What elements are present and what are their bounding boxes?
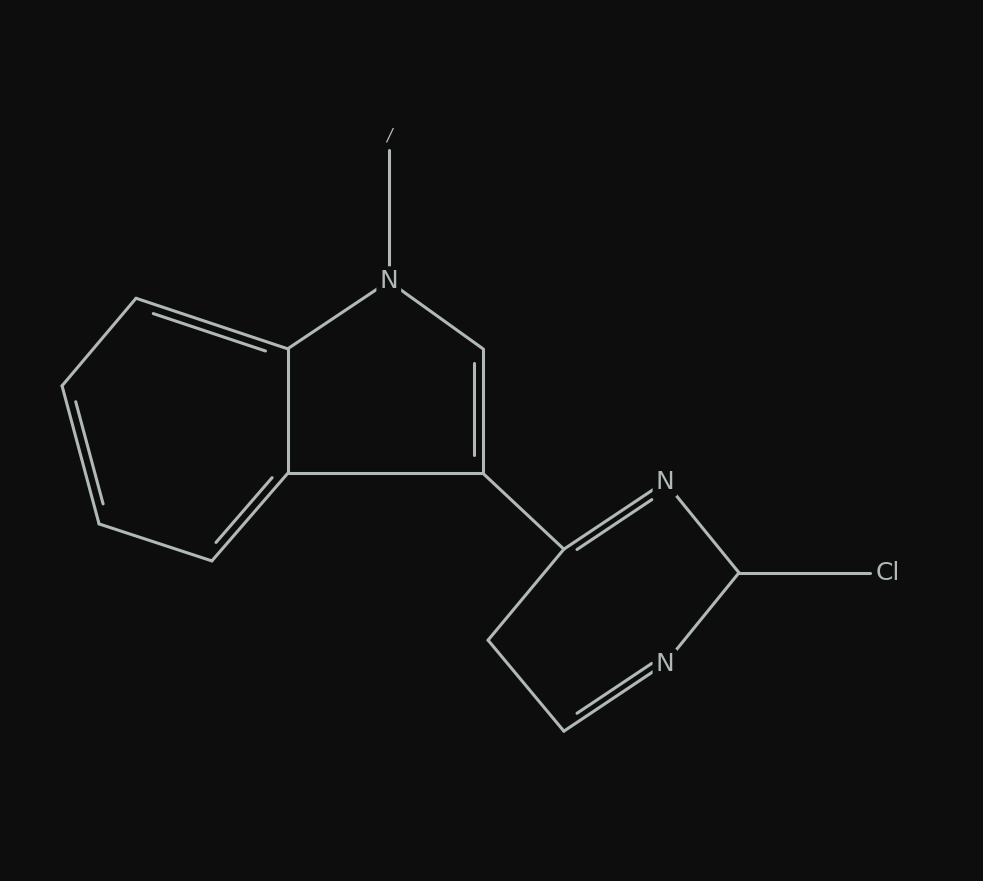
Text: N: N bbox=[379, 270, 398, 293]
Text: Cl: Cl bbox=[876, 560, 899, 585]
Text: N: N bbox=[656, 652, 674, 676]
Text: /: / bbox=[386, 127, 391, 144]
Text: N: N bbox=[656, 470, 674, 493]
